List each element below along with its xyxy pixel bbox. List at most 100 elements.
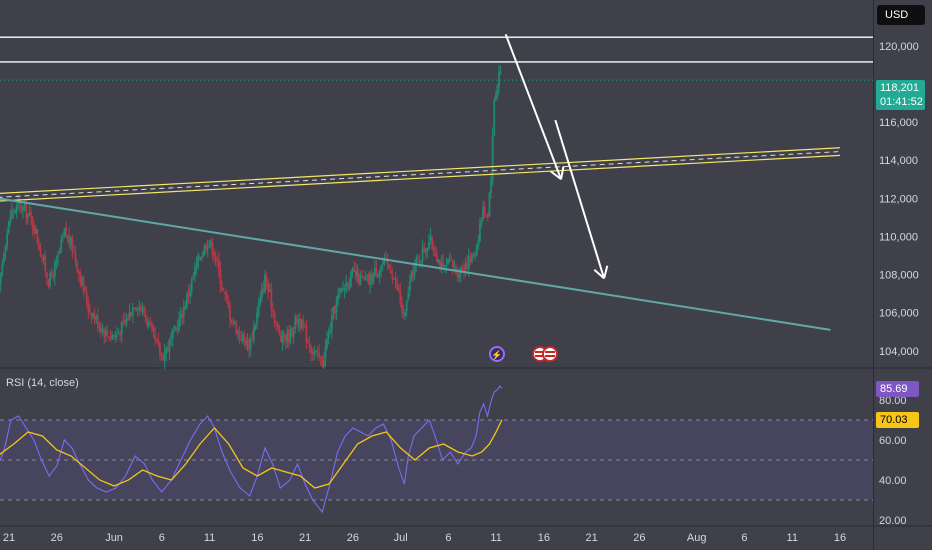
candle-body [96,315,99,328]
candle-body [356,271,359,277]
candle-body [122,320,125,322]
candle-body [297,319,300,324]
candle-body [232,321,235,324]
candle-body [211,242,214,255]
candle-body [229,305,231,320]
candle-body [95,316,98,320]
candle-body [400,302,403,311]
candle-body [338,288,341,293]
candle-body [334,305,336,314]
candle-body [485,214,488,216]
candle-body [359,275,362,284]
candle-body [25,202,28,218]
candle-body [270,289,273,310]
candle-body [351,268,354,272]
candle-body [147,322,150,327]
candle-body [262,287,265,292]
candle-body [364,278,367,280]
candle-body [101,328,104,332]
candle-body [50,272,53,276]
candle-body [377,274,379,278]
time-tick-label: 11 [204,532,215,544]
candle-body [163,351,166,362]
candle-body [365,276,368,278]
candle-body [76,263,79,272]
price-tick-label: 108,000 [879,270,919,282]
candle-body [291,327,293,337]
candle-body [182,306,185,318]
candle-body [283,333,285,340]
candle-body [337,293,340,300]
candle-body [474,254,477,256]
candle-body [58,250,61,254]
candle-body [431,237,434,248]
candle-body [65,226,67,237]
candle-body [120,322,123,335]
candle-body [240,338,243,341]
candle-body [498,72,500,87]
candle-body [496,86,499,97]
flag-stripe [535,351,545,353]
candle-body [216,259,219,261]
candle-body [257,305,260,315]
candle-body [178,319,180,331]
candle-body [332,307,335,314]
candle-body [111,334,114,340]
candle-body [467,255,470,269]
time-tick-label: Jun [105,532,123,544]
candle-body [389,270,392,274]
candle-body [69,237,72,245]
candle-body [358,272,360,285]
candle-body [488,192,491,216]
candle-body [100,327,102,332]
candle-body [39,247,42,257]
candle-body [227,301,230,307]
candle-body [327,331,330,338]
candle-body [391,274,394,279]
candle-body [198,257,201,259]
candle-body [244,340,247,347]
candle-body [329,330,332,332]
candle-body [289,329,292,344]
time-tick-label: Aug [687,532,707,544]
candle-body [407,292,410,300]
candle-body [424,250,427,253]
candle-body [88,309,91,312]
candle-body [305,326,308,343]
candle-body [241,334,244,343]
candle-body [192,276,195,279]
candle-body [18,201,21,205]
candle-body [275,322,278,324]
forecast-arrow-head [550,170,562,181]
candle-body [326,339,328,348]
price-tick-label: 104,000 [879,346,919,358]
candle-body [472,253,475,257]
candle-body [85,292,88,304]
candle-body [36,228,39,243]
candle-body [219,269,222,285]
candle-body [381,263,384,265]
time-tick-label: 16 [251,532,263,544]
candle-body [186,293,188,308]
candle-body [321,356,324,367]
candle-body [299,318,301,329]
currency-selector[interactable]: USD [877,5,925,25]
candle-body [276,323,279,327]
candle-body [217,259,220,270]
candle-body [408,281,411,291]
candle-body [397,287,400,292]
candle-body [264,274,266,293]
price-tick-label: 106,000 [879,308,919,320]
candle-body [463,269,465,271]
candle-body [55,259,58,264]
candle-body [482,207,484,219]
candle-body [393,278,395,280]
candle-body [202,253,204,258]
candle-body [412,271,414,277]
candle-body [230,319,233,324]
candle-body [73,251,75,253]
candle-body [378,270,381,277]
candle-body [221,286,223,290]
